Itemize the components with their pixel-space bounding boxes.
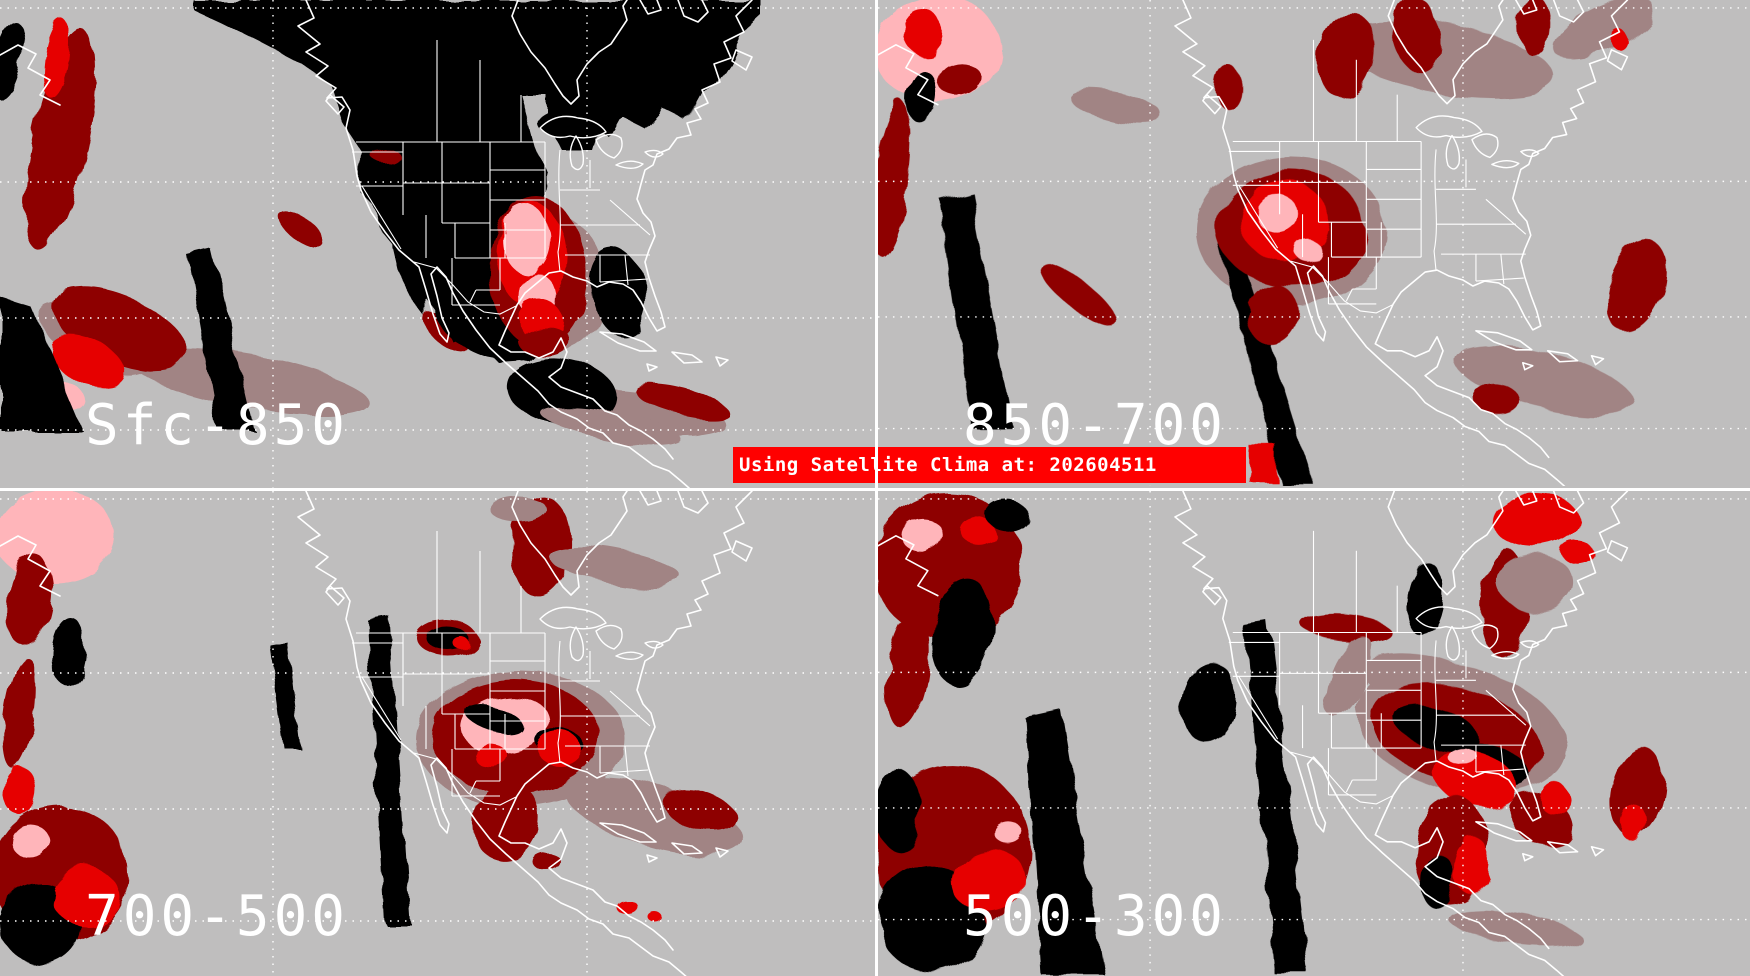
map-svg-500-300 bbox=[878, 491, 1750, 976]
map-700-500 bbox=[0, 491, 875, 976]
map-svg-sfc-850 bbox=[0, 0, 875, 488]
panel-500-300: 500-300 bbox=[878, 491, 1750, 976]
timestamp-banner: Using Satellite Clima at: 202604511 bbox=[733, 447, 1246, 483]
panel-850-700: 850-700 bbox=[878, 0, 1750, 488]
map-500-300 bbox=[878, 491, 1750, 976]
panel-sfc-850: Sfc-850 bbox=[0, 0, 875, 488]
map-svg-850-700 bbox=[878, 0, 1750, 487]
map-sfc-850 bbox=[0, 0, 875, 488]
divider-horizontal bbox=[0, 488, 1750, 491]
map-svg-700-500 bbox=[0, 491, 875, 976]
panel-700-500: 700-500 bbox=[0, 491, 875, 976]
map-850-700 bbox=[878, 0, 1750, 487]
